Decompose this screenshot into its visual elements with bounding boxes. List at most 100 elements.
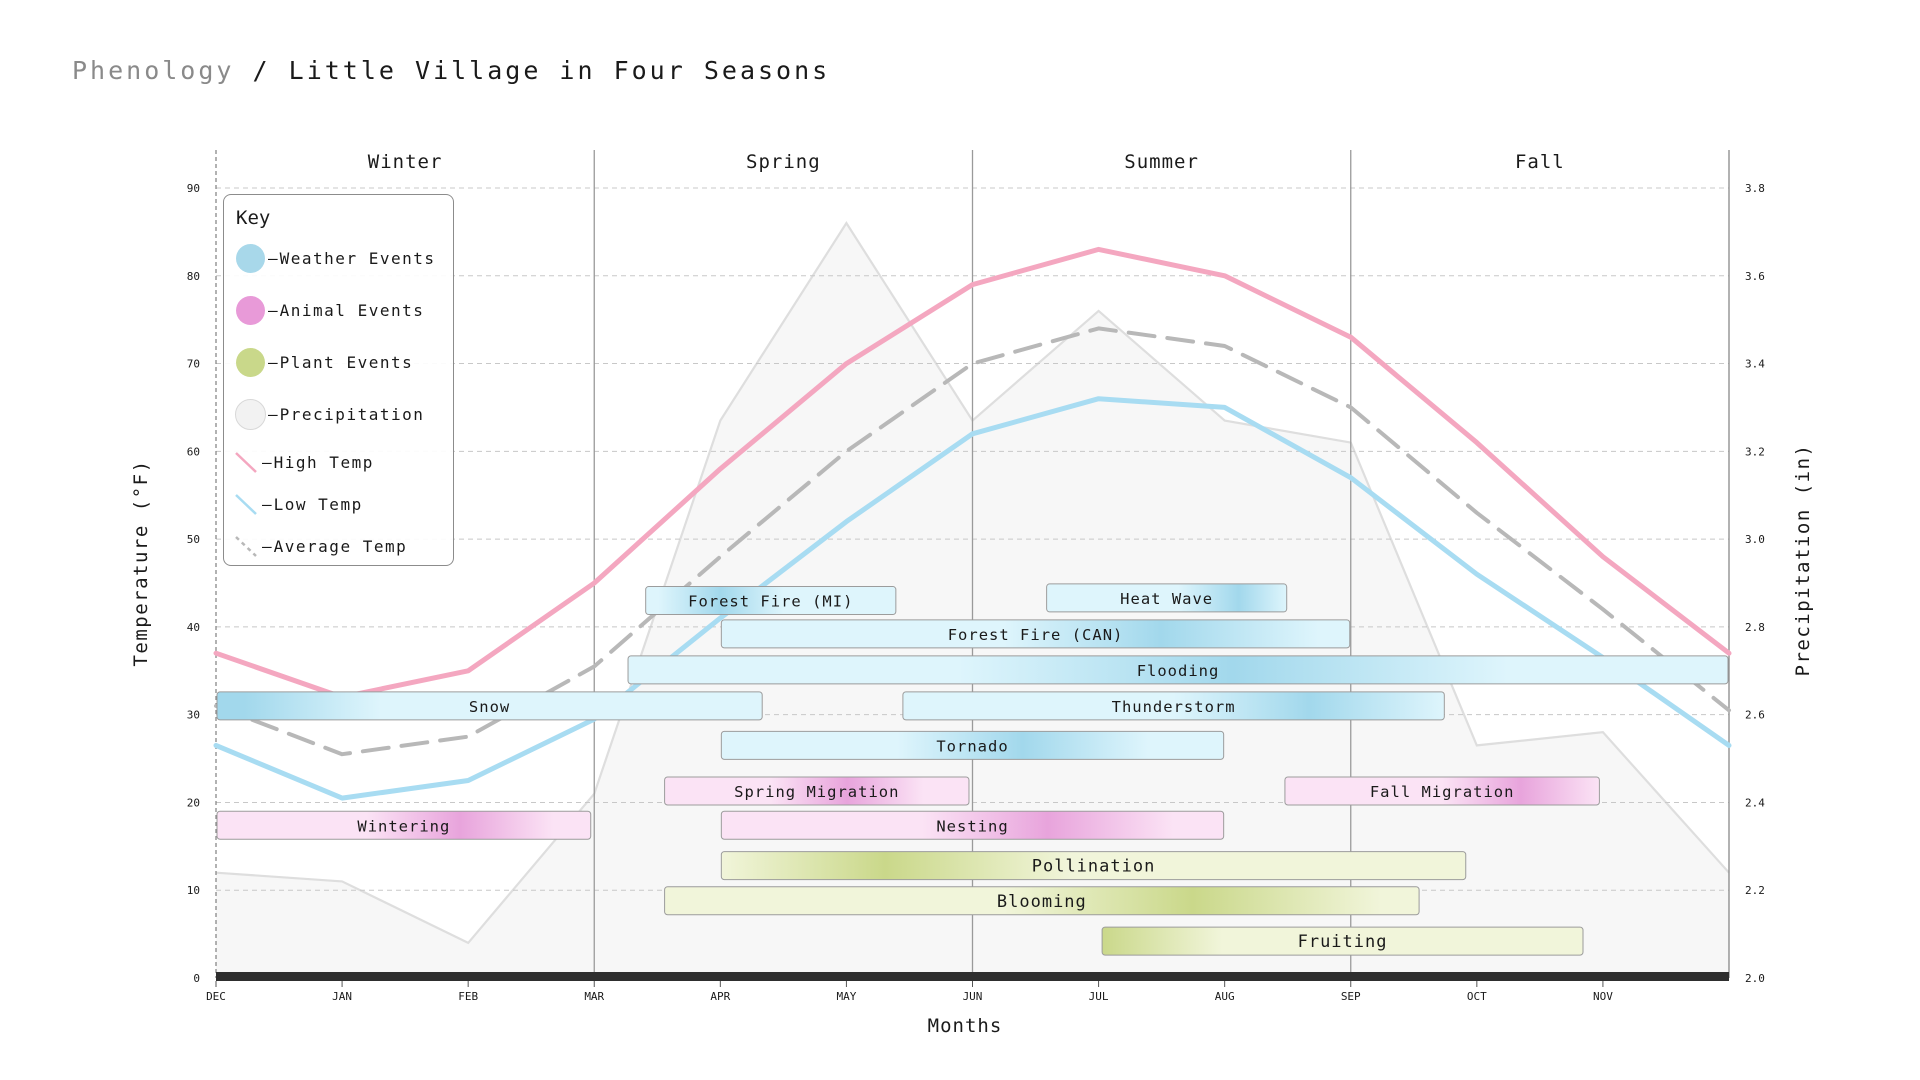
y2-tick-label: 2.0: [1745, 972, 1765, 985]
legend-item-animal-events: – Animal Events: [234, 293, 424, 327]
legend-dash-glyph: –: [262, 452, 272, 472]
y-tick-label: 80: [187, 270, 200, 283]
x-tick-label: MAY: [836, 990, 856, 1003]
event-label: Wintering: [357, 817, 450, 835]
legend-dash-glyph: –: [262, 494, 272, 514]
season-label: Summer: [1124, 151, 1199, 173]
legend-line-stroke: [235, 452, 257, 473]
x-tick-label: JUL: [1089, 990, 1109, 1003]
y2-tick-label: 2.4: [1745, 796, 1765, 809]
event-bar-pollination: [720, 851, 1467, 881]
legend-item-average-temp: – Average Temp: [234, 529, 407, 563]
y-tick-label: 90: [187, 182, 200, 195]
legend-line-stroke: [235, 494, 257, 515]
x-tick-label: JUN: [963, 990, 983, 1003]
y2-tick-label: 2.6: [1745, 709, 1765, 722]
legend-line-stroke: [235, 536, 257, 557]
y-tick-label: 40: [187, 621, 200, 634]
event-label: Flooding: [1137, 662, 1220, 680]
y-tick-label: 50: [187, 533, 200, 546]
legend-dot: [234, 398, 266, 430]
x-tick-label: NOV: [1593, 990, 1613, 1003]
legend-swatch-dot: [234, 242, 266, 274]
x-tick-label: MAR: [584, 990, 604, 1003]
season-label: Fall: [1515, 151, 1565, 173]
x-axis-title: Months: [928, 1015, 1003, 1037]
event-bar-forest-fire-can-: [720, 619, 1351, 649]
x-tick-label: JAN: [332, 990, 352, 1003]
legend-swatch-line: [234, 488, 260, 520]
event-bar-blooming: [664, 886, 1420, 916]
legend-swatch-line: [234, 530, 260, 562]
legend-label: Low Temp: [273, 494, 363, 514]
breadcrumb-separator: /: [252, 56, 271, 85]
y2-tick-label: 3.6: [1745, 270, 1765, 283]
legend-label: Weather Events: [279, 248, 436, 268]
event-label: Fall Migration: [1370, 783, 1515, 801]
event-bar-wintering: [216, 810, 592, 840]
legend-title: Key: [236, 207, 271, 229]
event-label: Forest Fire (MI): [688, 593, 853, 611]
event-label: Snow: [469, 698, 510, 716]
x-tick-label: AUG: [1215, 990, 1235, 1003]
event-bar-snow: [216, 691, 763, 721]
y2-tick-label: 2.2: [1745, 884, 1765, 897]
y2-tick-label: 3.2: [1745, 445, 1765, 458]
legend-item-low-temp: – Low Temp: [234, 487, 363, 521]
event-bar-fall-migration: [1284, 776, 1600, 806]
legend-dash-glyph: –: [268, 248, 278, 268]
y-tick-label: 70: [187, 358, 200, 371]
event-bar-fruiting: [1101, 926, 1584, 956]
page-title: Phenology / Little Village in Four Seaso…: [72, 56, 830, 85]
x-tick-label: DEC: [206, 990, 226, 1003]
event-label: Blooming: [997, 892, 1087, 912]
legend-dash-glyph: –: [262, 536, 272, 556]
legend-swatch-dot: [234, 398, 266, 430]
legend-dot: [235, 243, 265, 273]
x-tick-label: APR: [710, 990, 730, 1003]
legend-item-weather-events: – Weather Events: [234, 241, 436, 275]
event-bar-forest-fire-mi-: [645, 586, 897, 616]
y2-tick-label: 3.4: [1745, 358, 1765, 371]
season-label: Spring: [746, 151, 821, 173]
event-label: Nesting: [936, 817, 1008, 835]
legend-item-plant-events: – Plant Events: [234, 345, 413, 379]
event-label: Thunderstorm: [1112, 698, 1236, 716]
event-label: Pollination: [1032, 857, 1156, 877]
y2-tick-label: 2.8: [1745, 621, 1765, 634]
event-bar-spring-migration: [664, 776, 970, 806]
legend-dash-glyph: –: [268, 404, 278, 424]
event-label: Spring Migration: [734, 783, 899, 801]
legend-line-glyph: [235, 494, 257, 515]
legend-label: Animal Events: [279, 300, 425, 320]
event-label: Heat Wave: [1120, 590, 1213, 608]
chart-title: Little Village in Four Seasons: [288, 56, 831, 85]
event-bar-heat-wave: [1046, 583, 1288, 613]
event-bar-tornado: [720, 730, 1225, 760]
x-tick-label: SEP: [1341, 990, 1361, 1003]
event-bar-thunderstorm: [902, 691, 1445, 721]
series-line-low-temp: [213, 396, 1732, 801]
legend-swatch-line: [234, 446, 260, 478]
legend-label: Precipitation: [279, 404, 425, 424]
event-label: Tornado: [936, 737, 1008, 755]
event-label: Forest Fire (CAN): [948, 626, 1124, 644]
legend-swatch-dot: [234, 294, 266, 326]
series-line-average-temp: [214, 326, 1731, 757]
y-tick-label: 0: [193, 972, 200, 985]
legend-dash-glyph: –: [268, 352, 278, 372]
legend: Key – Weather Events – Animal Events – Plant …: [223, 194, 454, 566]
breadcrumb-root: Phenology: [72, 56, 235, 85]
event-label: Fruiting: [1298, 932, 1388, 952]
event-bar-nesting: [720, 810, 1225, 840]
event-bar-flooding: [627, 655, 1729, 685]
y-tick-label: 30: [187, 709, 200, 722]
y-tick-label: 20: [187, 796, 200, 809]
y2-tick-label: 3.0: [1745, 533, 1765, 546]
legend-dot: [235, 295, 265, 325]
legend-dot: [235, 347, 265, 377]
legend-label: Plant Events: [279, 352, 414, 372]
y2-tick-label: 3.8: [1745, 182, 1765, 195]
legend-item-precipitation: – Precipitation: [234, 397, 424, 431]
